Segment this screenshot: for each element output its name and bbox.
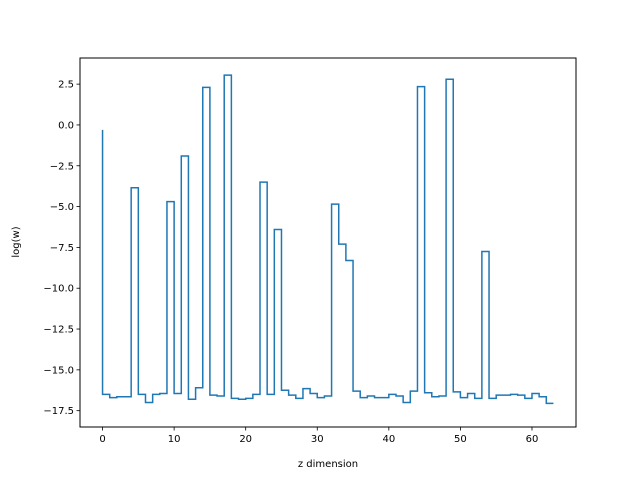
y-tick-label: −2.5: [50, 161, 74, 172]
x-tick-label: 20: [239, 434, 252, 445]
y-tick-label: 2.5: [58, 80, 74, 91]
y-axis: 2.5 0.0 −2.5 −5.0 −7.5 −10.0 −12.5 −15.0 −17.5: [43, 80, 80, 417]
y-tick-label: −7.5: [50, 243, 74, 254]
y-tick-label: −10.0: [43, 284, 74, 295]
x-tick-label: 30: [311, 434, 324, 445]
y-tick-label: −5.0: [50, 202, 74, 213]
plot-area: [101, 74, 554, 405]
x-tick-label: 0: [99, 434, 105, 445]
y-tick-label: 0.0: [58, 120, 74, 131]
x-axis-label: z dimension: [298, 459, 358, 470]
series-line: [101, 74, 554, 405]
y-tick-label: −15.0: [43, 365, 74, 376]
x-tick-label: 40: [382, 434, 395, 445]
x-tick-label: 50: [454, 434, 467, 445]
x-tick-label: 10: [168, 434, 181, 445]
y-tick-label: −12.5: [43, 325, 74, 336]
y-axis-label: log(w): [11, 226, 22, 257]
y-tick-label: −17.5: [43, 406, 74, 417]
x-axis: 0 10 20 30 40 50 60: [99, 427, 538, 445]
x-tick-label: 60: [526, 434, 539, 445]
axes-frame: [79, 57, 577, 428]
